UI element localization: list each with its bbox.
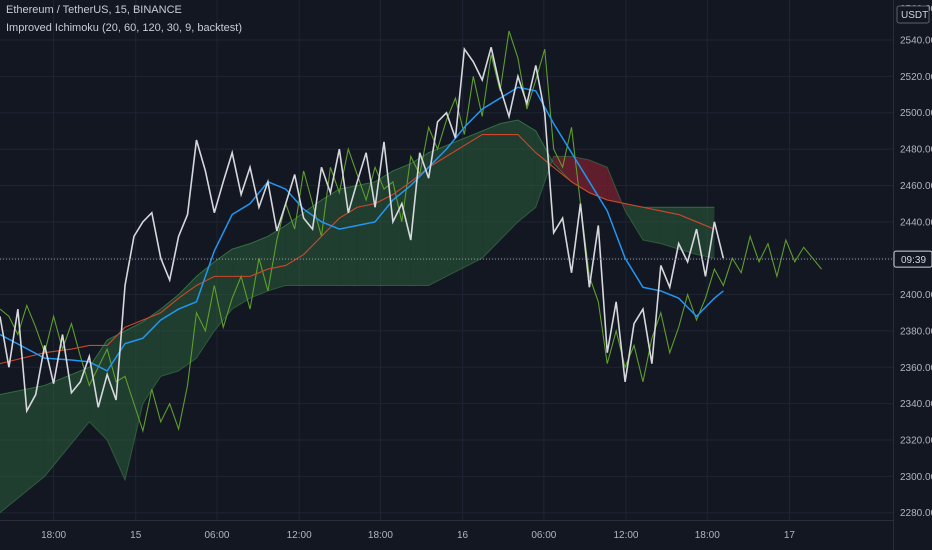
- cloud-segment-bullish: [250, 236, 268, 299]
- cloud-segment-bullish: [44, 367, 90, 477]
- price-tick-label: 2280.00: [900, 508, 932, 519]
- time-tick-label: 17: [784, 530, 796, 541]
- cloud-segment-bullish: [0, 385, 45, 513]
- cloud-segment-bullish: [214, 249, 233, 331]
- cloud-span-b-line: [0, 155, 715, 514]
- time-tick-label: 15: [130, 530, 142, 541]
- cloud-segment-bullish: [89, 340, 108, 440]
- cloud-segment-bullish: [660, 207, 679, 250]
- cloud-segment-bullish: [482, 123, 501, 259]
- price-tick-label: 2300.00: [900, 472, 932, 483]
- cloud-segment-bullish: [696, 207, 715, 259]
- price-tick-label: 2320.00: [900, 436, 932, 447]
- price-tick-label: 2380.00: [900, 326, 932, 337]
- time-axis[interactable]: 18:00 15 06:00 12:00 18:00 16 06:00 12:00 18:00 1…: [0, 520, 893, 550]
- cloud-segment-bullish: [535, 130, 554, 208]
- price-tick-label: 2520.00: [900, 72, 932, 83]
- time-tick-label: 12:00: [613, 530, 638, 541]
- ichimoku-cloud: [0, 119, 715, 514]
- cloud-segment-bullish: [392, 163, 411, 286]
- time-tick-label: 06:00: [204, 530, 229, 541]
- price-tick-label: 2360.00: [900, 363, 932, 374]
- cloud-segment-bullish: [196, 261, 215, 359]
- time-tick-label: 18:00: [695, 530, 720, 541]
- time-tick-label: 16: [457, 530, 469, 541]
- cloud-segment-bullish: [517, 120, 536, 222]
- cloud-segment-bullish: [410, 152, 429, 286]
- currency-unit-badge[interactable]: [896, 5, 930, 24]
- cloud-segment-bullish: [357, 181, 376, 286]
- cloud-segment-bullish: [125, 321, 143, 480]
- price-tick-label: 2400.00: [900, 290, 932, 301]
- price-tick-label: 2440.00: [900, 217, 932, 228]
- price-tick-label: 2480.00: [900, 145, 932, 156]
- time-axis-background: [0, 520, 893, 550]
- currency-unit-label: USDT: [901, 10, 928, 21]
- cloud-segment-bullish: [267, 225, 286, 291]
- cloud-segment-bullish: [339, 185, 358, 286]
- time-tick-label: 18:00: [368, 530, 393, 541]
- price-axis[interactable]: 2280.00 2300.00 2320.00 2340.00 2360.00 2380.…: [893, 0, 932, 550]
- cloud-segment-bearish: [553, 156, 572, 182]
- time-tick-label: 12:00: [287, 530, 312, 541]
- chart-title[interactable]: Ethereum / TetherUS, 15, BINANCE: [6, 4, 182, 16]
- cloud-segment-bullish: [285, 212, 304, 286]
- cloud-segment-bullish: [375, 170, 393, 286]
- base-line[interactable]: [0, 86, 724, 372]
- cloud-segment-bullish: [642, 207, 661, 244]
- price-tick-label: 2340.00: [900, 399, 932, 410]
- cloud-segment-bullish: [446, 138, 465, 277]
- indicator-lines: [0, 30, 822, 434]
- cloud-segment-bullish: [321, 189, 340, 286]
- price-tick-label: 2540.00: [900, 36, 932, 47]
- price-tick-label: 2460.00: [900, 181, 932, 192]
- cloud-segment-bullish: [625, 203, 643, 240]
- current-price-badge: [893, 250, 932, 268]
- cloud-segment-bullish: [500, 120, 518, 240]
- cloud-segment-bullish: [160, 294, 179, 377]
- price-line[interactable]: [0, 46, 725, 414]
- price-axis-background: [893, 0, 932, 550]
- time-tick-label: 18:00: [41, 530, 66, 541]
- price-tick-label: 2500.00: [900, 108, 932, 119]
- indicator-label[interactable]: Improved Ichimoku (20, 60, 120, 30, 9, b…: [6, 22, 243, 34]
- time-tick-label: 06:00: [531, 530, 556, 541]
- cloud-segment-bullish: [107, 330, 126, 480]
- cloud-segment-bullish: [428, 145, 447, 286]
- current-price-label: 09:39: [901, 255, 926, 266]
- cloud-segment-bullish: [303, 200, 322, 286]
- lagging-line[interactable]: [0, 30, 822, 434]
- cloud-segment-bullish: [464, 130, 483, 268]
